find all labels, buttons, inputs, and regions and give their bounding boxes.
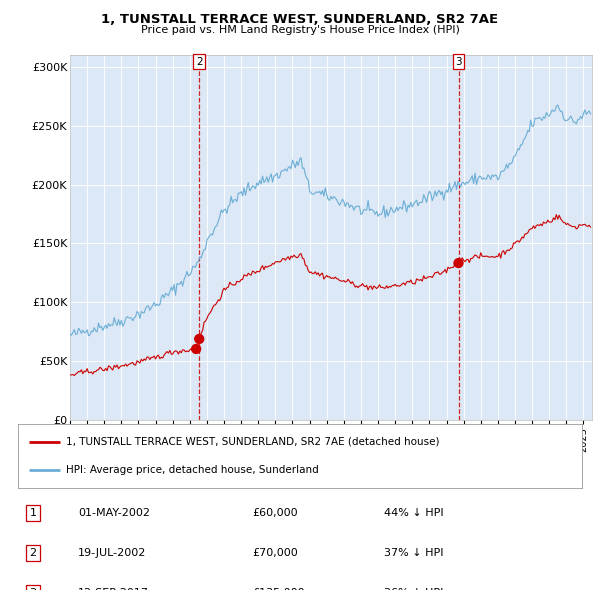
Text: 44% ↓ HPI: 44% ↓ HPI bbox=[384, 507, 443, 517]
Text: £70,000: £70,000 bbox=[252, 548, 298, 558]
Text: 3: 3 bbox=[29, 588, 37, 590]
Text: 37% ↓ HPI: 37% ↓ HPI bbox=[384, 548, 443, 558]
Text: Price paid vs. HM Land Registry's House Price Index (HPI): Price paid vs. HM Land Registry's House … bbox=[140, 25, 460, 35]
Text: £60,000: £60,000 bbox=[252, 507, 298, 517]
Text: 1: 1 bbox=[29, 507, 37, 517]
Text: 1, TUNSTALL TERRACE WEST, SUNDERLAND, SR2 7AE: 1, TUNSTALL TERRACE WEST, SUNDERLAND, SR… bbox=[101, 13, 499, 26]
Text: 1, TUNSTALL TERRACE WEST, SUNDERLAND, SR2 7AE (detached house): 1, TUNSTALL TERRACE WEST, SUNDERLAND, SR… bbox=[66, 437, 439, 447]
Text: 19-JUL-2002: 19-JUL-2002 bbox=[78, 548, 146, 558]
Point bbox=[454, 258, 463, 268]
Text: 36% ↓ HPI: 36% ↓ HPI bbox=[384, 588, 443, 590]
Text: 3: 3 bbox=[455, 57, 462, 67]
Text: 01-MAY-2002: 01-MAY-2002 bbox=[78, 507, 150, 517]
Text: HPI: Average price, detached house, Sunderland: HPI: Average price, detached house, Sund… bbox=[66, 465, 319, 475]
Point bbox=[191, 344, 201, 353]
Text: £135,000: £135,000 bbox=[252, 588, 305, 590]
Text: 2: 2 bbox=[29, 548, 37, 558]
Text: 2: 2 bbox=[196, 57, 203, 67]
Point bbox=[194, 334, 204, 343]
Text: 12-SEP-2017: 12-SEP-2017 bbox=[78, 588, 149, 590]
